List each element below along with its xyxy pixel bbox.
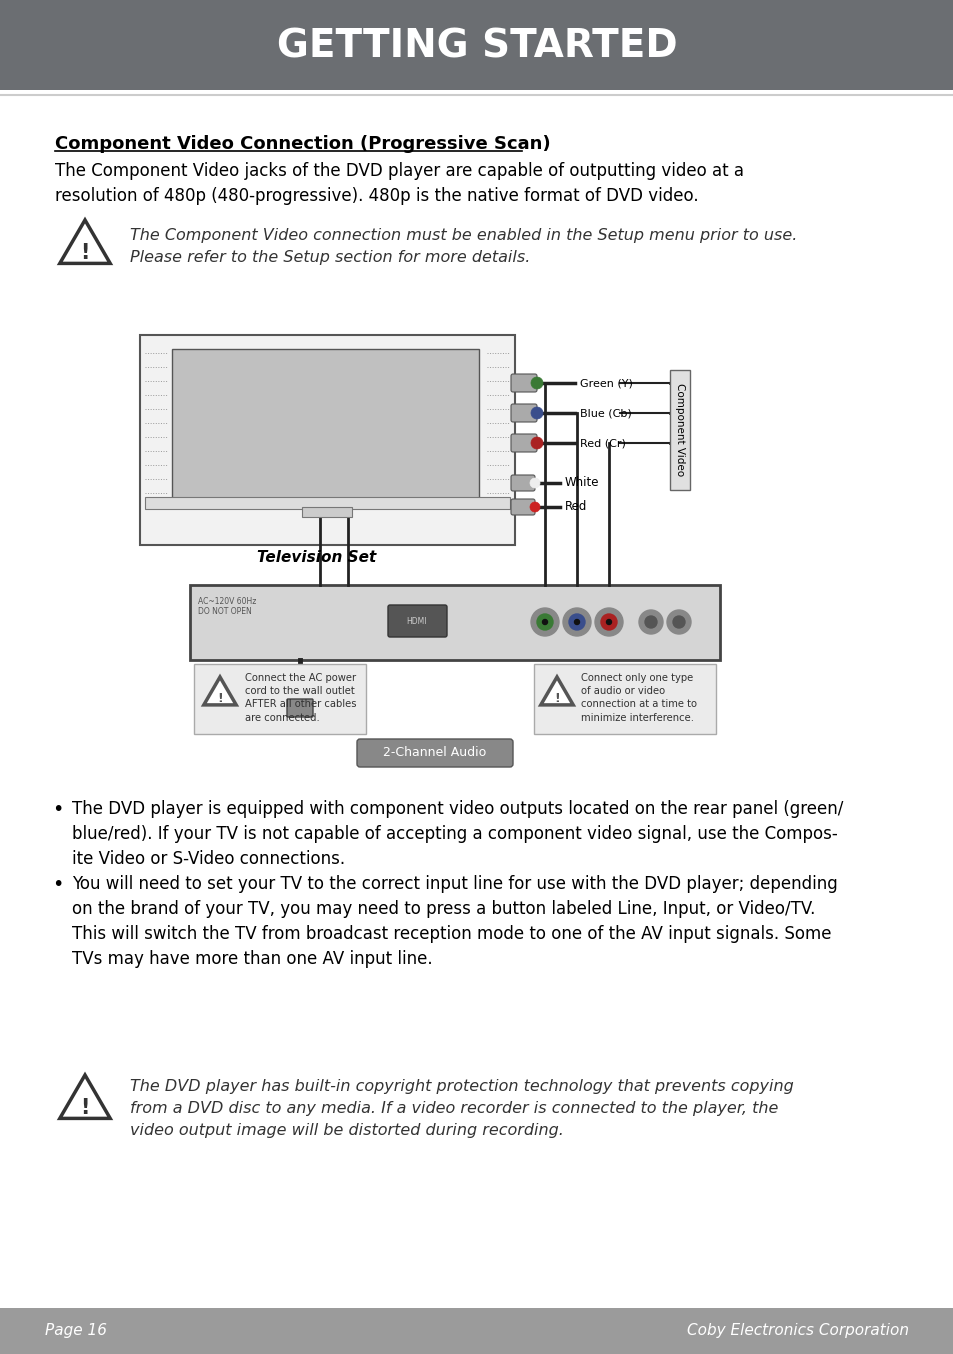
Polygon shape [540,677,573,705]
Text: The Component Video jacks of the DVD player are capable of outputting video at a: The Component Video jacks of the DVD pla… [55,162,743,204]
FancyBboxPatch shape [172,349,478,504]
Text: 2-Channel Audio: 2-Channel Audio [383,746,486,760]
Text: The DVD player has built-in copyright protection technology that prevents copyin: The DVD player has built-in copyright pr… [130,1079,793,1139]
Circle shape [562,608,590,636]
FancyBboxPatch shape [356,739,513,766]
Text: Component Video: Component Video [675,383,684,477]
Text: You will need to set your TV to the correct input line for use with the DVD play: You will need to set your TV to the corr… [71,875,837,968]
FancyBboxPatch shape [511,403,537,422]
Circle shape [530,502,539,512]
FancyBboxPatch shape [287,699,313,718]
Text: The DVD player is equipped with component video outputs located on the rear pane: The DVD player is equipped with componen… [71,800,842,868]
Circle shape [574,620,578,624]
FancyBboxPatch shape [302,506,352,517]
Circle shape [531,608,558,636]
Text: The Component Video connection must be enabled in the Setup menu prior to use.
P: The Component Video connection must be e… [130,227,797,265]
Text: Coby Electronics Corporation: Coby Electronics Corporation [686,1323,908,1339]
Circle shape [531,376,542,389]
Text: AC~120V 60Hz
DO NOT OPEN: AC~120V 60Hz DO NOT OPEN [198,597,256,616]
Circle shape [600,613,617,630]
Text: !: ! [80,1098,90,1118]
Text: Red: Red [564,501,587,513]
FancyBboxPatch shape [140,334,515,546]
Text: !: ! [217,692,223,704]
Circle shape [568,613,584,630]
FancyBboxPatch shape [0,1308,953,1354]
FancyBboxPatch shape [669,370,689,490]
Polygon shape [204,677,236,705]
FancyBboxPatch shape [511,435,537,452]
Text: Page 16: Page 16 [45,1323,107,1339]
Text: Connect only one type
of audio or video
connection at a time to
minimize interfe: Connect only one type of audio or video … [580,673,697,723]
Text: •: • [52,875,63,894]
Circle shape [531,408,542,418]
FancyBboxPatch shape [388,605,447,636]
Circle shape [542,620,547,624]
FancyBboxPatch shape [145,497,510,509]
Text: Component Video Connection (Progressive Scan): Component Video Connection (Progressive … [55,135,550,153]
Circle shape [639,611,662,634]
Text: Red (Cr): Red (Cr) [579,437,625,448]
Text: !: ! [80,242,90,263]
FancyBboxPatch shape [0,0,953,89]
Circle shape [537,613,553,630]
FancyBboxPatch shape [193,663,366,734]
Text: GETTING STARTED: GETTING STARTED [276,27,677,65]
Text: Television Set: Television Set [257,550,376,565]
Text: Green (Y): Green (Y) [579,378,632,389]
FancyBboxPatch shape [534,663,716,734]
Circle shape [531,437,542,450]
Circle shape [606,620,611,624]
Circle shape [666,611,690,634]
FancyBboxPatch shape [511,374,537,393]
Text: !: ! [554,692,559,704]
Circle shape [595,608,622,636]
Polygon shape [60,219,111,264]
Circle shape [530,478,539,487]
Text: White: White [564,477,598,490]
Text: Connect the AC power
cord to the wall outlet
AFTER all other cables
are connecte: Connect the AC power cord to the wall ou… [245,673,356,723]
Circle shape [644,616,657,628]
Text: •: • [52,800,63,819]
Text: Blue (Cb): Blue (Cb) [579,408,631,418]
FancyBboxPatch shape [190,585,720,659]
Text: HDMI: HDMI [406,616,427,626]
FancyBboxPatch shape [511,475,535,492]
Circle shape [672,616,684,628]
Polygon shape [60,1075,111,1118]
FancyBboxPatch shape [511,500,535,515]
